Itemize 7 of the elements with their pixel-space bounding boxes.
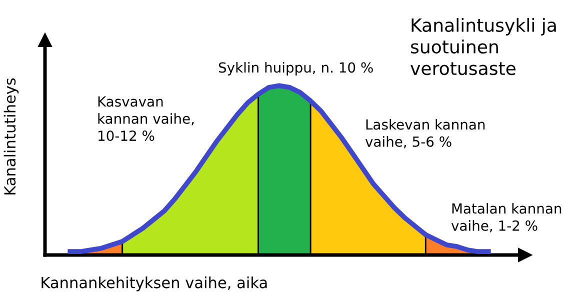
text: Syklin huippu, n. 10 % xyxy=(218,62,373,76)
annotation: Matalan kannan vaihe, 1-2 % xyxy=(451,203,562,232)
y-axis-title: Kanalintutiheys xyxy=(4,78,19,194)
annotation: Kasvavan kannan vaihe, 10-12 % xyxy=(98,96,194,142)
annotation: Laskevan kannan vaihe, 5-6 % xyxy=(365,119,485,148)
chart-title: Kanalintusykli ja suotuinen verotusaste xyxy=(410,18,556,76)
x-axis-title: Kannankehityksen vaihe, aika xyxy=(42,276,267,292)
